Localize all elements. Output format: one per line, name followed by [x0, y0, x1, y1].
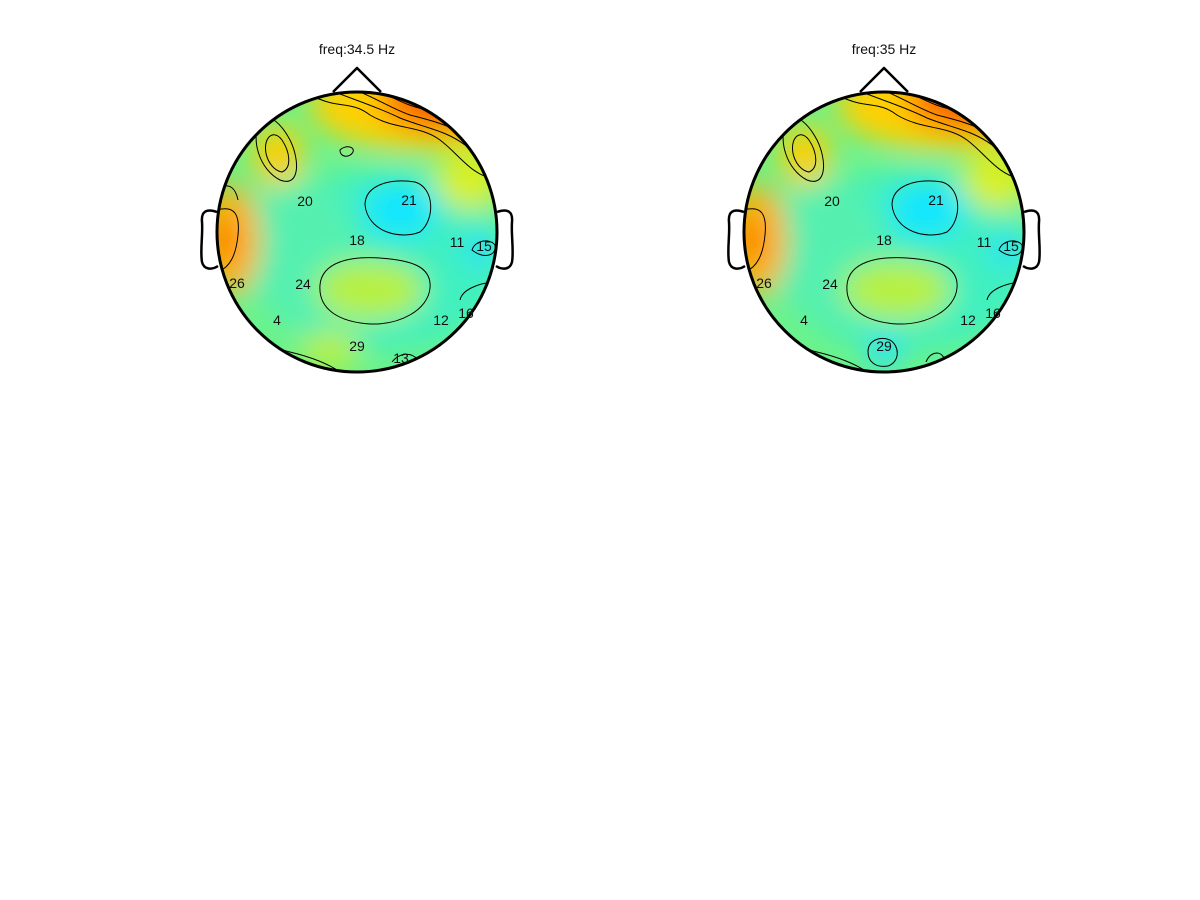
right-ear: [495, 209, 514, 270]
electrode-label: 11: [450, 234, 465, 250]
electrode-label: 29: [876, 338, 892, 354]
electrode-label: 16: [985, 305, 1001, 321]
electrode-label: 4: [273, 312, 281, 328]
electrode-label: 16: [458, 305, 474, 321]
right-ear: [1022, 209, 1041, 270]
electrode-labels: 20 21 18 11 15 26 24 4 12 16 29 13: [229, 192, 492, 366]
electrode-label: 20: [297, 193, 313, 209]
electrode-label: 26: [756, 275, 772, 291]
electrode-label: 11: [977, 234, 992, 250]
electrode-label: 15: [476, 238, 492, 254]
topoplot-panel-2: freq:35 Hz: [727, 41, 1041, 374]
panel-title: freq:34.5 Hz: [319, 41, 395, 57]
electrode-label: 24: [822, 276, 838, 292]
electrode-label: 15: [1003, 238, 1019, 254]
electrode-label: 20: [824, 193, 840, 209]
nose-marker: [859, 66, 909, 93]
topoplot-panel-1: freq:34.5 Hz: [200, 41, 514, 374]
scalp-heatmap: [744, 92, 1024, 372]
left-ear: [727, 209, 746, 270]
electrode-label: 4: [800, 312, 808, 328]
electrode-label: 26: [229, 275, 245, 291]
nose-marker: [332, 66, 382, 93]
electrode-labels: 20 21 18 11 15 26 24 4 12 16 29: [756, 192, 1019, 354]
electrode-label: 29: [349, 338, 365, 354]
scalp-heatmap: [217, 92, 497, 372]
electrode-label: 21: [928, 192, 944, 208]
electrode-label: 12: [433, 312, 449, 328]
electrode-label: 18: [876, 232, 892, 248]
head-outline: [215, 90, 499, 374]
electrode-label: 13: [393, 350, 409, 366]
panel-title: freq:35 Hz: [852, 41, 917, 57]
electrode-label: 18: [349, 232, 365, 248]
electrode-label: 24: [295, 276, 311, 292]
left-ear: [200, 209, 219, 270]
electrode-label: 21: [401, 192, 417, 208]
head-outline: [742, 90, 1026, 374]
electrode-label: 12: [960, 312, 976, 328]
